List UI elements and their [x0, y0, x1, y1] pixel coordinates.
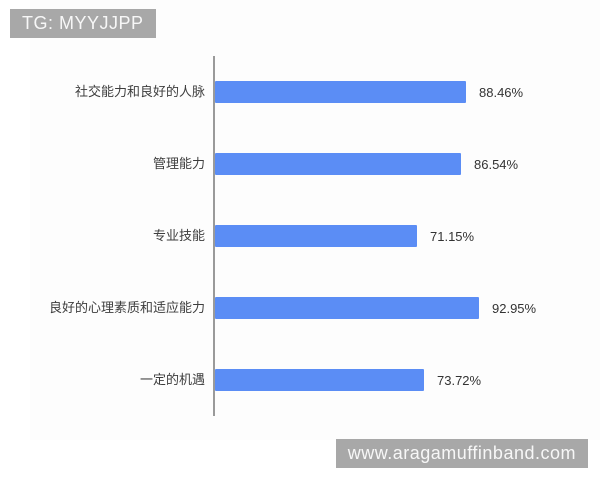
- bar-area: 86.54%: [213, 128, 560, 200]
- value-label: 73.72%: [437, 372, 482, 388]
- bar: [215, 297, 479, 319]
- category-label: 管理能力: [152, 155, 205, 171]
- bar-area: 71.15%: [213, 200, 560, 272]
- watermark-top-left: TG: MYYJJPP: [10, 9, 156, 38]
- value-label: 86.54%: [474, 156, 519, 172]
- bar: [215, 81, 466, 103]
- bar-row: 专业技能 71.15%: [0, 200, 560, 272]
- value-label: 88.46%: [479, 84, 524, 100]
- chart-background: [30, 0, 600, 440]
- bar-row: 一定的机遇 73.72%: [0, 344, 560, 416]
- bar-area: 73.72%: [213, 344, 560, 416]
- bar-row: 管理能力 86.54%: [0, 128, 560, 200]
- bar: [215, 153, 461, 175]
- watermark-bottom-right: www.aragamuffinband.com: [335, 439, 588, 468]
- bar-row: 良好的心理素质和适应能力 92.95%: [0, 272, 560, 344]
- bar-area: 92.95%: [213, 272, 560, 344]
- horizontal-bar-chart: 社交能力和良好的人脉 88.46% 管理能力 86.54% 专业技能 71.15% 良好的心…: [0, 56, 560, 416]
- bar-row: 社交能力和良好的人脉 88.46%: [0, 56, 560, 128]
- bar: [215, 225, 417, 247]
- bar-area: 88.46%: [213, 56, 560, 128]
- category-label: 专业技能: [152, 227, 205, 243]
- category-label: 良好的心理素质和适应能力: [48, 299, 205, 315]
- bar: [215, 369, 424, 391]
- category-label: 一定的机遇: [139, 371, 205, 387]
- category-label: 社交能力和良好的人脉: [74, 83, 205, 99]
- value-label: 71.15%: [430, 228, 475, 244]
- value-label: 92.95%: [492, 300, 537, 316]
